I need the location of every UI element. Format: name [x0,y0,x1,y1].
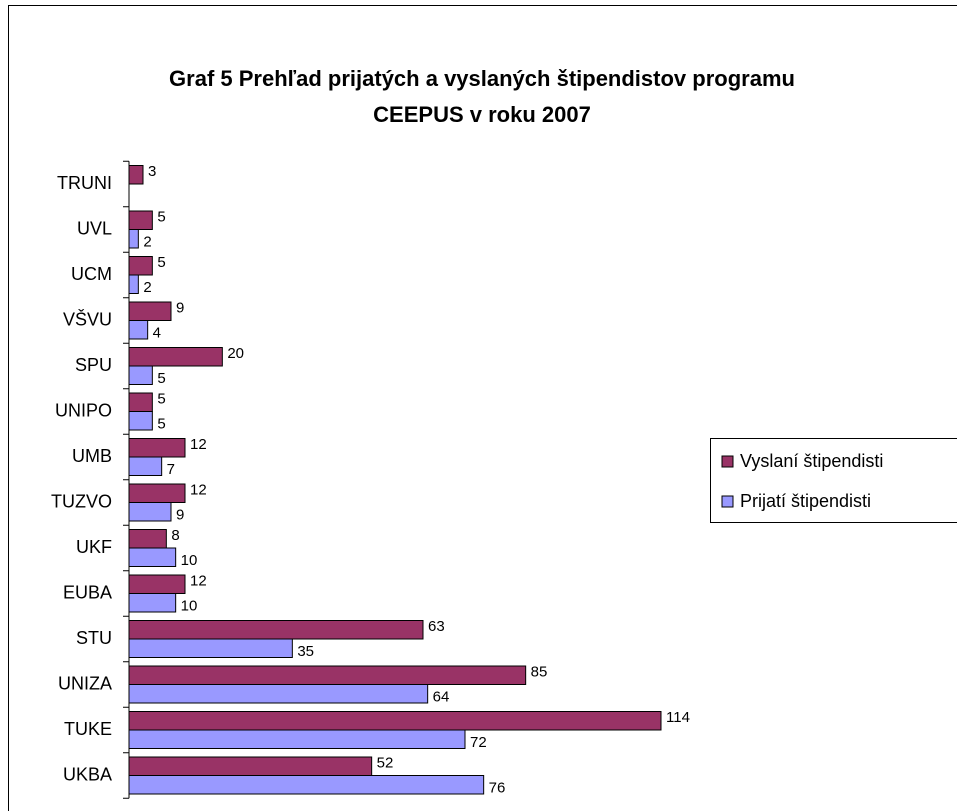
bar [128,320,149,340]
bar [128,711,662,731]
y-tick-label: VŠVU [63,308,112,329]
y-tick-label: TRUNI [57,173,112,193]
value-label: 4 [153,324,161,341]
value-label: 76 [489,779,506,796]
bar [128,502,172,522]
legend-label: Prijatí štipendisti [740,491,871,511]
value-label: 8 [171,527,179,544]
bar [128,274,139,294]
value-label: 5 [157,254,165,271]
y-tick-label: UVL [77,218,112,238]
bar [128,756,373,776]
value-label: 5 [157,390,165,407]
y-tick-label: UNIPO [55,400,112,420]
y-tick-label: UKF [76,537,112,557]
chart-title: Graf 5 Prehľad prijatých a vyslaných šti… [169,66,795,91]
legend-box [710,438,957,523]
bar [128,256,153,276]
bar [128,165,144,185]
value-label: 20 [227,345,244,362]
bar [128,638,293,658]
bar [128,347,223,367]
bar [128,684,429,704]
value-label: 72 [470,734,487,751]
bar [128,229,139,249]
legend-swatch [721,455,734,468]
bar [128,729,466,749]
bar [128,483,186,503]
value-label: 2 [143,279,151,296]
value-label: 12 [190,481,207,498]
bar [128,529,167,549]
y-tick-label: TUKE [64,719,112,739]
y-tick-label: UMB [72,446,112,466]
value-label: 64 [433,688,450,705]
bar [128,574,186,594]
value-label: 2 [143,233,151,250]
bar [128,775,485,795]
value-label: 5 [157,415,165,432]
value-label: 52 [377,754,394,771]
value-label: 3 [148,163,156,180]
y-tick-label: STU [76,628,112,648]
value-label: 9 [176,299,184,316]
y-tick-label: UKBA [63,764,112,784]
bar [128,593,177,613]
bar [128,456,163,476]
value-label: 85 [531,663,548,680]
y-tick-label: TUZVO [51,491,112,511]
value-label: 5 [157,370,165,387]
value-label: 7 [167,461,175,478]
value-label: 12 [190,572,207,589]
value-label: 35 [297,643,314,660]
value-label: 9 [176,506,184,523]
value-label: 63 [428,618,445,635]
value-label: 10 [181,552,198,569]
y-tick-label: UNIZA [58,673,112,693]
value-label: 5 [157,208,165,225]
y-tick-label: EUBA [63,582,112,602]
value-label: 10 [181,597,198,614]
chart-title: CEEPUS v roku 2007 [373,102,591,127]
bar [128,210,153,230]
y-tick-label: SPU [75,355,112,375]
bar [128,392,153,412]
value-label: 12 [190,436,207,453]
y-tick-label: UCM [71,264,112,284]
bar [128,411,153,431]
bar [128,301,172,321]
bar [128,365,153,385]
legend-label: Vyslaní štipendisti [740,451,883,471]
bar [128,438,186,458]
bar [128,620,424,640]
legend-swatch [721,495,734,508]
bar [128,547,177,567]
value-label: 114 [666,709,690,726]
bar [128,665,527,685]
